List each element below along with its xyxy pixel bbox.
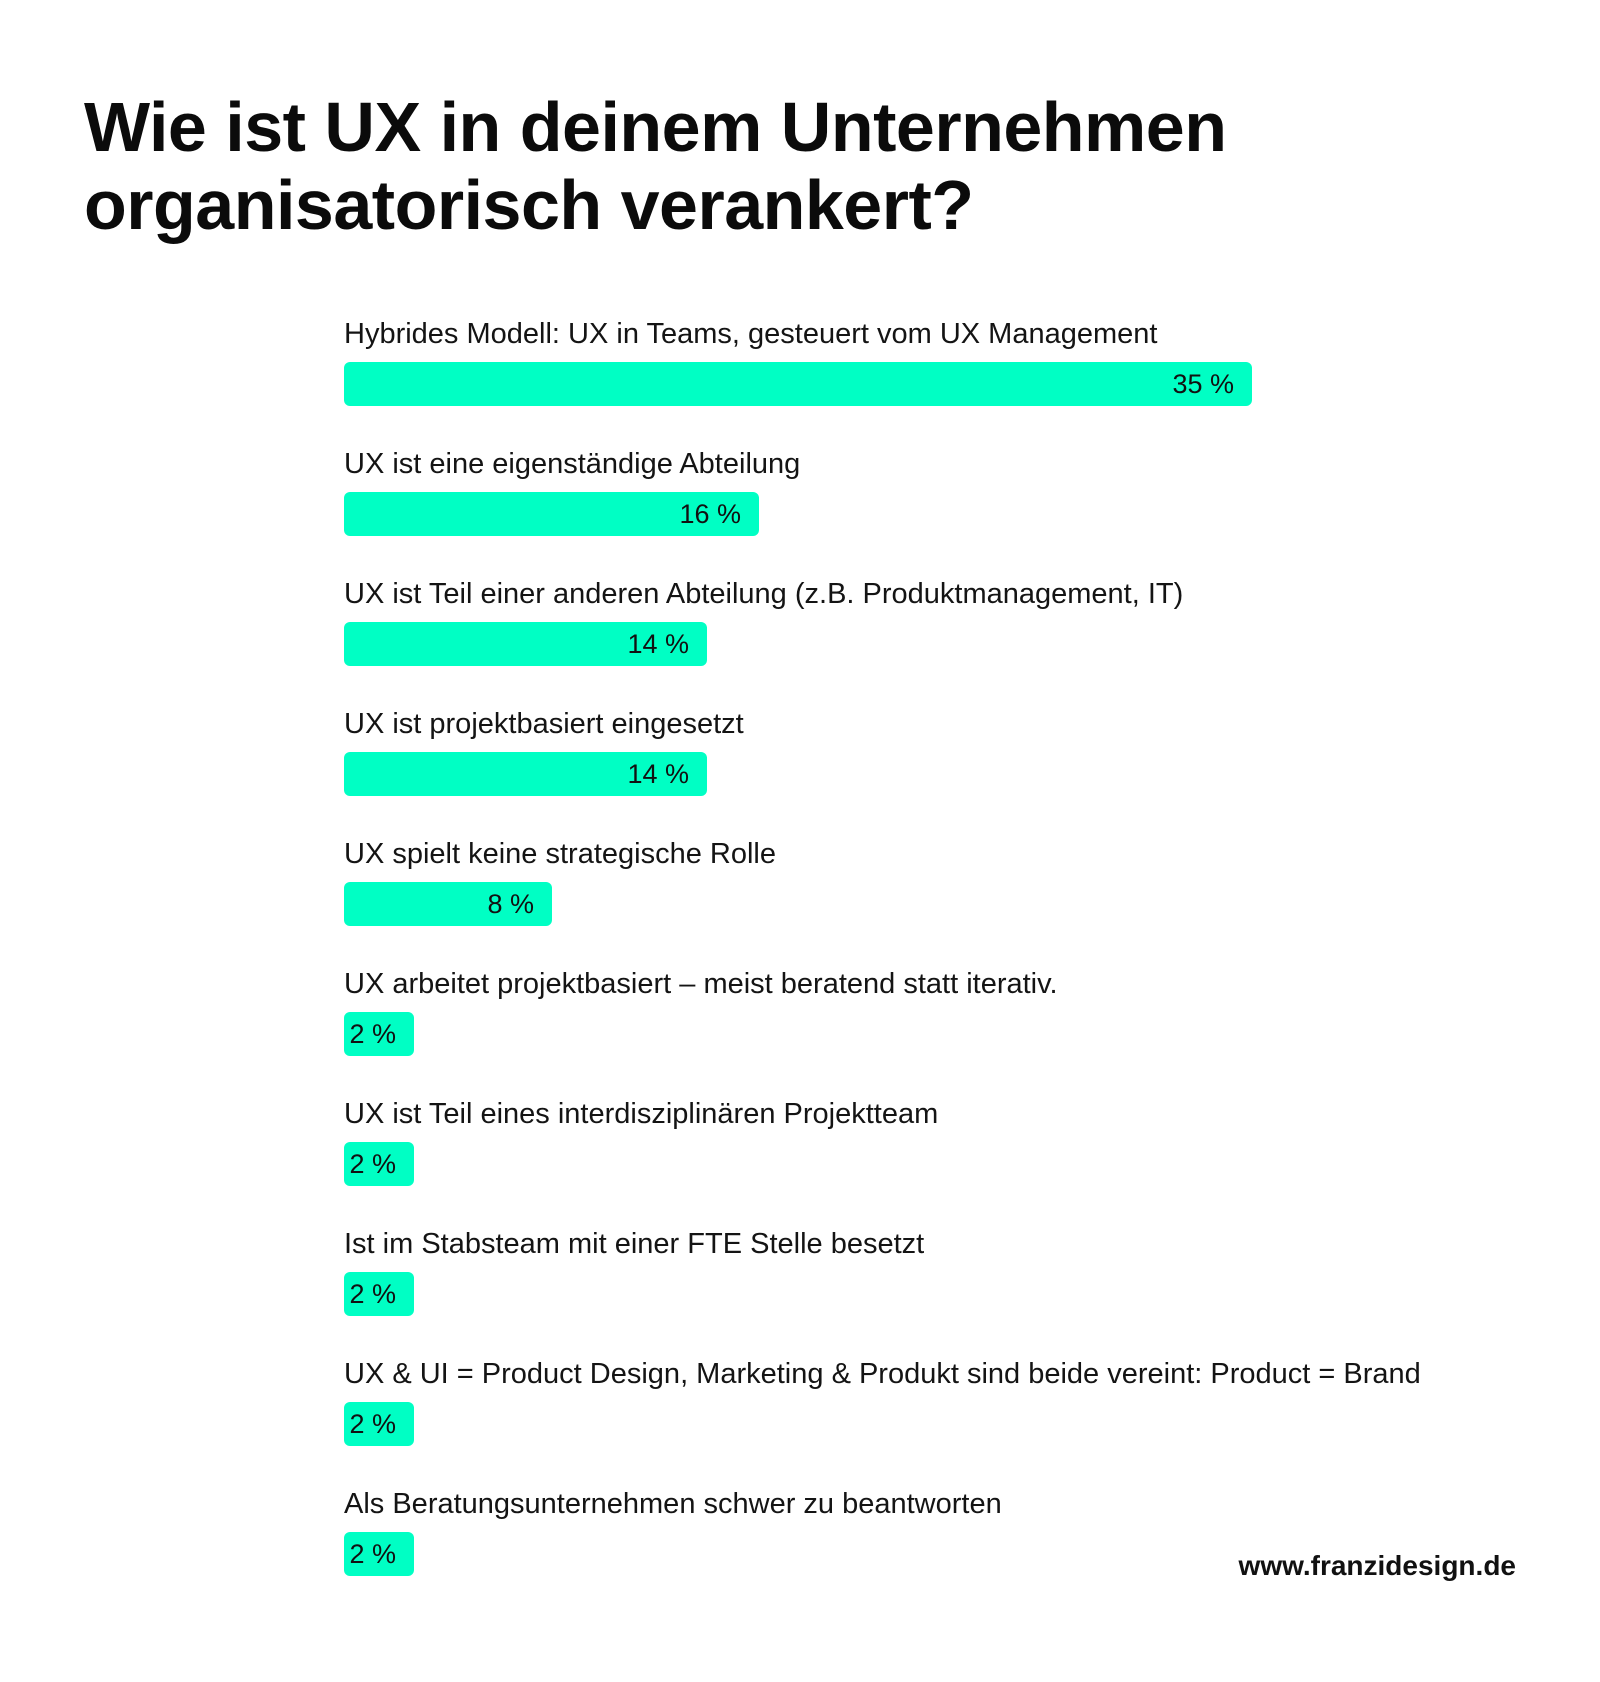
bar-category-label: Als Beratungsunternehmen schwer zu beant… [344, 1488, 1002, 1520]
bar: 35 % [344, 362, 1252, 406]
bar-category-label: UX ist eine eigenständige Abteilung [344, 448, 801, 480]
bar: 16 % [344, 492, 759, 536]
bar-value-label: 2 % [349, 1279, 396, 1309]
bar-row: UX ist eine eigenständige Abteilung 16 % [344, 446, 1544, 556]
bar-value-label: 14 % [627, 629, 689, 659]
bar-value-label: 2 % [349, 1019, 396, 1049]
chart-title-line-1: Wie ist UX in deinem Unternehmen [84, 88, 1227, 166]
bar-row: Hybrides Modell: UX in Teams, gesteuert … [344, 316, 1544, 426]
bar-category-label: UX spielt keine strategische Rolle [344, 838, 776, 870]
bar-category-label: Ist im Stabsteam mit einer FTE Stelle be… [344, 1228, 925, 1260]
bar-value-label: 8 % [487, 889, 534, 919]
bar-value-label: 2 % [349, 1149, 396, 1179]
bar-row: Als Beratungsunternehmen schwer zu beant… [344, 1486, 1544, 1596]
bar: 2 % [344, 1532, 414, 1576]
bar: 2 % [344, 1272, 414, 1316]
bar: 14 % [344, 752, 707, 796]
horizontal-bar-chart: Hybrides Modell: UX in Teams, gesteuert … [344, 0, 1544, 1682]
bar-category-label: UX ist projektbasiert eingesetzt [344, 708, 744, 740]
bar: 2 % [344, 1142, 414, 1186]
website-footer: www.franzidesign.de [1238, 1550, 1516, 1581]
bar-row: UX ist Teil einer anderen Abteilung (z.B… [344, 576, 1544, 686]
bar: 14 % [344, 622, 707, 666]
bar-category-label: UX ist Teil einer anderen Abteilung (z.B… [344, 578, 1184, 610]
bar-row: UX ist projektbasiert eingesetzt 14 % [344, 706, 1544, 816]
bar-row: UX ist Teil eines interdisziplinären Pro… [344, 1096, 1544, 1206]
bar-row: Ist im Stabsteam mit einer FTE Stelle be… [344, 1226, 1544, 1336]
bar-category-label: UX & UI = Product Design, Marketing & Pr… [344, 1358, 1421, 1390]
bar: 2 % [344, 1012, 414, 1056]
bar-value-label: 35 % [1172, 369, 1234, 399]
chart-title-line-2: organisatorisch verankert? [84, 166, 974, 244]
bar-value-label: 16 % [679, 499, 741, 529]
bar-row: UX & UI = Product Design, Marketing & Pr… [344, 1356, 1544, 1466]
chart-title: Wie ist UX in deinem Unternehmen organis… [84, 88, 1384, 244]
bar-category-label: UX ist Teil eines interdisziplinären Pro… [344, 1098, 939, 1130]
bar-row: UX arbeitet projektbasiert – meist berat… [344, 966, 1544, 1076]
bar-value-label: 2 % [349, 1409, 396, 1439]
bar: 2 % [344, 1402, 414, 1446]
bar: 8 % [344, 882, 552, 926]
bar-value-label: 2 % [349, 1539, 396, 1569]
bar-row: UX spielt keine strategische Rolle 8 % [344, 836, 1544, 946]
bar-value-label: 14 % [627, 759, 689, 789]
bar-category-label: UX arbeitet projektbasiert – meist berat… [344, 968, 1058, 1000]
bar-category-label: Hybrides Modell: UX in Teams, gesteuert … [344, 318, 1158, 350]
